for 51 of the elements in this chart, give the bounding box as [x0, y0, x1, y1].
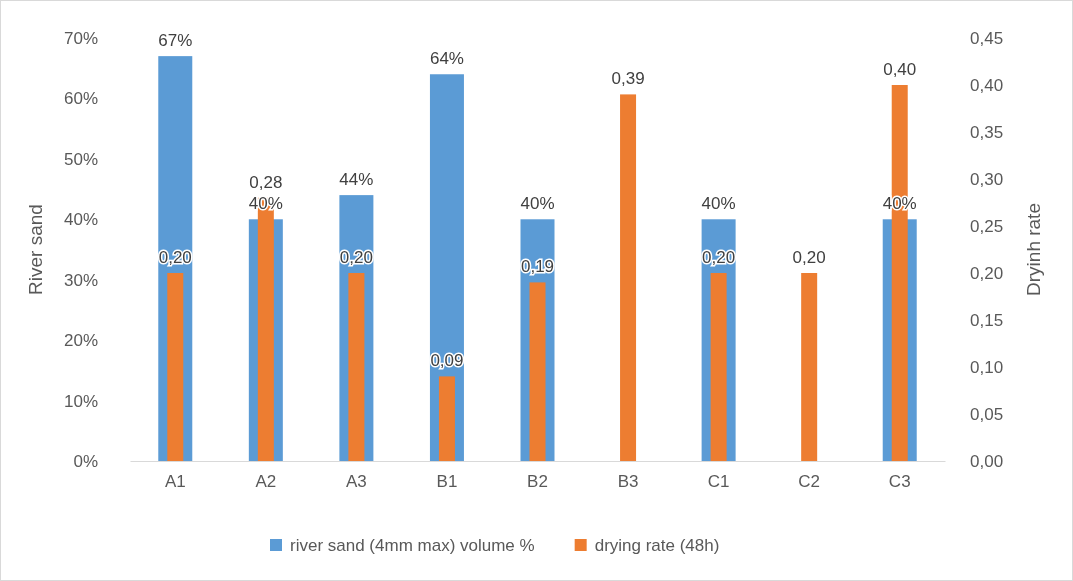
- x-tick-label: A1: [164, 472, 186, 492]
- y2-tick-label: 0,20: [970, 263, 1004, 283]
- y2-tick-label: 0,35: [970, 122, 1004, 142]
- data-label: 0,40: [883, 60, 917, 79]
- y2-tick-label: 0,25: [970, 216, 1004, 236]
- y-tick-label: 20%: [63, 331, 98, 351]
- bar: [348, 273, 365, 461]
- data-label: 67%: [158, 31, 193, 51]
- data-label: 0,28: [249, 172, 283, 192]
- y-tick-label: 70%: [63, 28, 98, 48]
- data-label: 0,39: [611, 69, 645, 89]
- y2-tick-label: 0,10: [970, 357, 1004, 377]
- x-tick-label: A2: [255, 472, 277, 492]
- y-tick-label: 10%: [63, 391, 98, 411]
- data-label: 0,20: [792, 248, 826, 267]
- data-label: 0,20: [339, 248, 373, 267]
- y-tick-label: 30%: [63, 270, 98, 290]
- y2-tick-label: 0,00: [970, 451, 1004, 471]
- x-tick-label: C2: [798, 472, 821, 492]
- data-label: 0,20: [702, 248, 736, 267]
- data-label: 40%: [701, 194, 736, 214]
- y2-tick-label: 0,30: [970, 169, 1004, 189]
- bar: [801, 273, 818, 461]
- y2-axis-title: Dryinh rate: [1023, 203, 1044, 296]
- y2-tick-label: 0,15: [970, 310, 1004, 330]
- x-tick-label: C1: [707, 472, 730, 492]
- x-tick-label: B1: [436, 472, 458, 492]
- data-label: 64%: [429, 49, 464, 69]
- data-label: 0,20: [158, 248, 192, 267]
- y2-tick-label: 0,45: [970, 28, 1004, 48]
- data-label: 44%: [339, 170, 374, 190]
- bar: [438, 376, 455, 461]
- data-label: 0,09: [430, 351, 464, 371]
- bar: [167, 273, 184, 461]
- legend-label: drying rate (48h): [594, 536, 720, 555]
- x-tick-label: C3: [888, 472, 911, 492]
- y2-tick-label: 0,05: [970, 404, 1004, 424]
- x-tick-label: A3: [345, 472, 367, 492]
- y-axis-title: River sand: [25, 204, 46, 295]
- x-tick-label: B3: [617, 472, 639, 492]
- y-tick-label: 50%: [63, 149, 98, 169]
- data-label: 0,19: [520, 257, 555, 277]
- y-tick-label: 40%: [63, 210, 98, 230]
- data-label: 40%: [520, 194, 555, 214]
- y-tick-label: 60%: [63, 89, 98, 109]
- y-tick-label: 0%: [73, 451, 98, 471]
- bar: [620, 94, 637, 461]
- x-tick-label: B2: [527, 472, 548, 492]
- y2-tick-label: 0,40: [970, 75, 1004, 95]
- bar: [529, 282, 546, 461]
- legend-label: river sand (4mm max) volume %: [290, 536, 535, 555]
